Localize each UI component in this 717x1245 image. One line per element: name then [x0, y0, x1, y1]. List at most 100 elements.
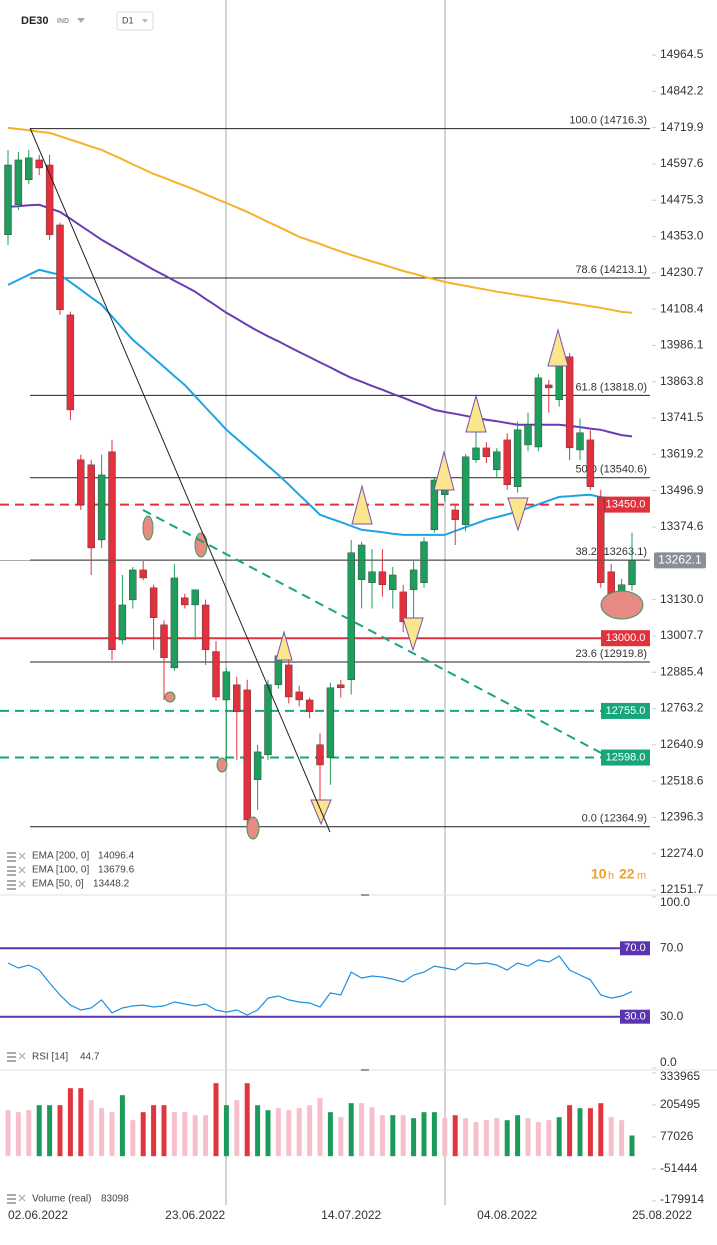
volume-bar: [182, 1112, 188, 1157]
candle-body: [35, 159, 43, 169]
price-badge-label: 13450.0: [606, 499, 646, 511]
symbol: DE30: [21, 15, 49, 27]
volume-bar: [567, 1105, 573, 1157]
y-tick-label: 12640.9: [660, 737, 704, 751]
symbol-dropdown[interactable]: [77, 18, 85, 23]
volume-bar: [244, 1083, 250, 1157]
volume-bar: [203, 1115, 209, 1157]
resize-handle[interactable]: [361, 894, 369, 896]
y-tick-label: 12396.3: [660, 810, 704, 824]
rsi-level-label: 70.0: [624, 942, 645, 954]
volume-bar: [504, 1120, 510, 1157]
volume-bar: [411, 1118, 417, 1157]
fib-label: 61.8 (13818.0): [575, 381, 647, 393]
legend-label: RSI [14]: [32, 1052, 68, 1063]
legend-value: 13448.2: [93, 879, 130, 890]
volume-bar: [515, 1115, 521, 1157]
timeframe-dropdown[interactable]: [142, 19, 148, 23]
candle-body: [222, 671, 231, 701]
rsi-level-badge: [620, 1009, 650, 1024]
volume-bar: [400, 1115, 406, 1157]
candle-body: [118, 604, 127, 641]
candle-body: [160, 624, 168, 658]
candle-body: [129, 569, 137, 601]
candle-body: [149, 587, 158, 618]
volume-bar: [130, 1120, 136, 1157]
fib-label: 23.6 (12919.8): [575, 648, 647, 660]
volume-bar: [359, 1103, 365, 1157]
candle-body: [513, 429, 522, 487]
candle-body: [357, 544, 366, 580]
down-triangle: [507, 497, 529, 532]
volume-bar: [15, 1112, 21, 1157]
candle-body: [181, 597, 189, 606]
legend-close[interactable]: [18, 852, 26, 1202]
y-tick-label: 13496.9: [660, 483, 704, 497]
y-tick-label: 13619.2: [660, 447, 704, 461]
volume-bar: [421, 1112, 427, 1157]
volume-bar: [473, 1122, 479, 1157]
fib-label: 50.0 (13540.6): [575, 464, 647, 476]
x-tick-label: 23.06.2022: [165, 1208, 225, 1222]
timer-hours: 10: [591, 866, 607, 882]
volume-bar: [47, 1105, 53, 1157]
candle-body: [347, 552, 355, 680]
annotations: [275, 328, 569, 826]
timeframe-box[interactable]: [116, 11, 154, 31]
volume-bar: [161, 1105, 167, 1157]
legend-value: 13679.6: [98, 865, 135, 876]
ellipse-marker: [600, 590, 644, 620]
volume-bar: [598, 1103, 604, 1157]
volume-bar: [317, 1098, 323, 1157]
candle-body: [25, 157, 33, 181]
y-tick-label: 14475.3: [660, 192, 704, 206]
volume-bar: [587, 1108, 593, 1157]
fib-label: 78.6 (14213.1): [575, 264, 647, 276]
legend-icons[interactable]: [7, 852, 16, 1204]
volume-bar: [234, 1100, 240, 1157]
price-badge-label: 12755.0: [606, 705, 646, 717]
candle-body: [326, 687, 335, 759]
y-tick-label: -51444: [660, 1161, 698, 1175]
candle-body: [305, 699, 314, 713]
y-tick-label: 12763.2: [660, 701, 704, 715]
market-tag: IND: [57, 18, 69, 25]
volume-bar: [307, 1105, 313, 1157]
volume-bar: [255, 1105, 261, 1157]
volume-bar: [379, 1115, 385, 1157]
ellipse-marker: [216, 757, 228, 773]
down-triangle: [402, 617, 424, 652]
y-tick-label: 14230.7: [660, 265, 704, 279]
volume-bar: [546, 1120, 552, 1157]
legend-label: EMA [100, 0]: [32, 865, 89, 876]
volume-bar: [390, 1115, 396, 1157]
y-tick-label: 14108.4: [660, 301, 704, 315]
timer-minutes: 22: [619, 866, 635, 882]
candle-body: [139, 569, 147, 579]
candle-body: [170, 577, 179, 669]
candle-body: [66, 314, 75, 411]
candle-body: [264, 684, 272, 756]
volume-bar: [88, 1100, 94, 1157]
volume-bar: [99, 1108, 105, 1157]
up-triangle: [465, 394, 487, 433]
y-tick-label: 12518.6: [660, 773, 704, 787]
volume-bar: [296, 1108, 302, 1157]
volume-bar: [140, 1112, 146, 1157]
y-tick-label: 13986.1: [660, 338, 704, 352]
x-tick-label: 25.08.2022: [632, 1208, 692, 1222]
candle-body: [597, 496, 605, 583]
price-badge-label: 13000.0: [606, 632, 646, 644]
y-tick-label: -179914: [660, 1192, 704, 1206]
volume-bar: [327, 1112, 333, 1157]
candle-body: [565, 356, 574, 449]
candle-body: [191, 589, 199, 606]
y-tick-label: 13130.0: [660, 592, 704, 606]
plot-area: 14964.5 14842.2 14719.9 14597.6 14475.3 14353…: [0, 47, 706, 1222]
candle-body: [430, 479, 439, 531]
y-tick-label: 333965: [660, 1069, 700, 1083]
volume-bar: [442, 1118, 448, 1157]
y-tick-label: 12885.4: [660, 664, 704, 678]
up-triangle: [351, 484, 373, 525]
resize-handle[interactable]: [361, 1069, 369, 1071]
